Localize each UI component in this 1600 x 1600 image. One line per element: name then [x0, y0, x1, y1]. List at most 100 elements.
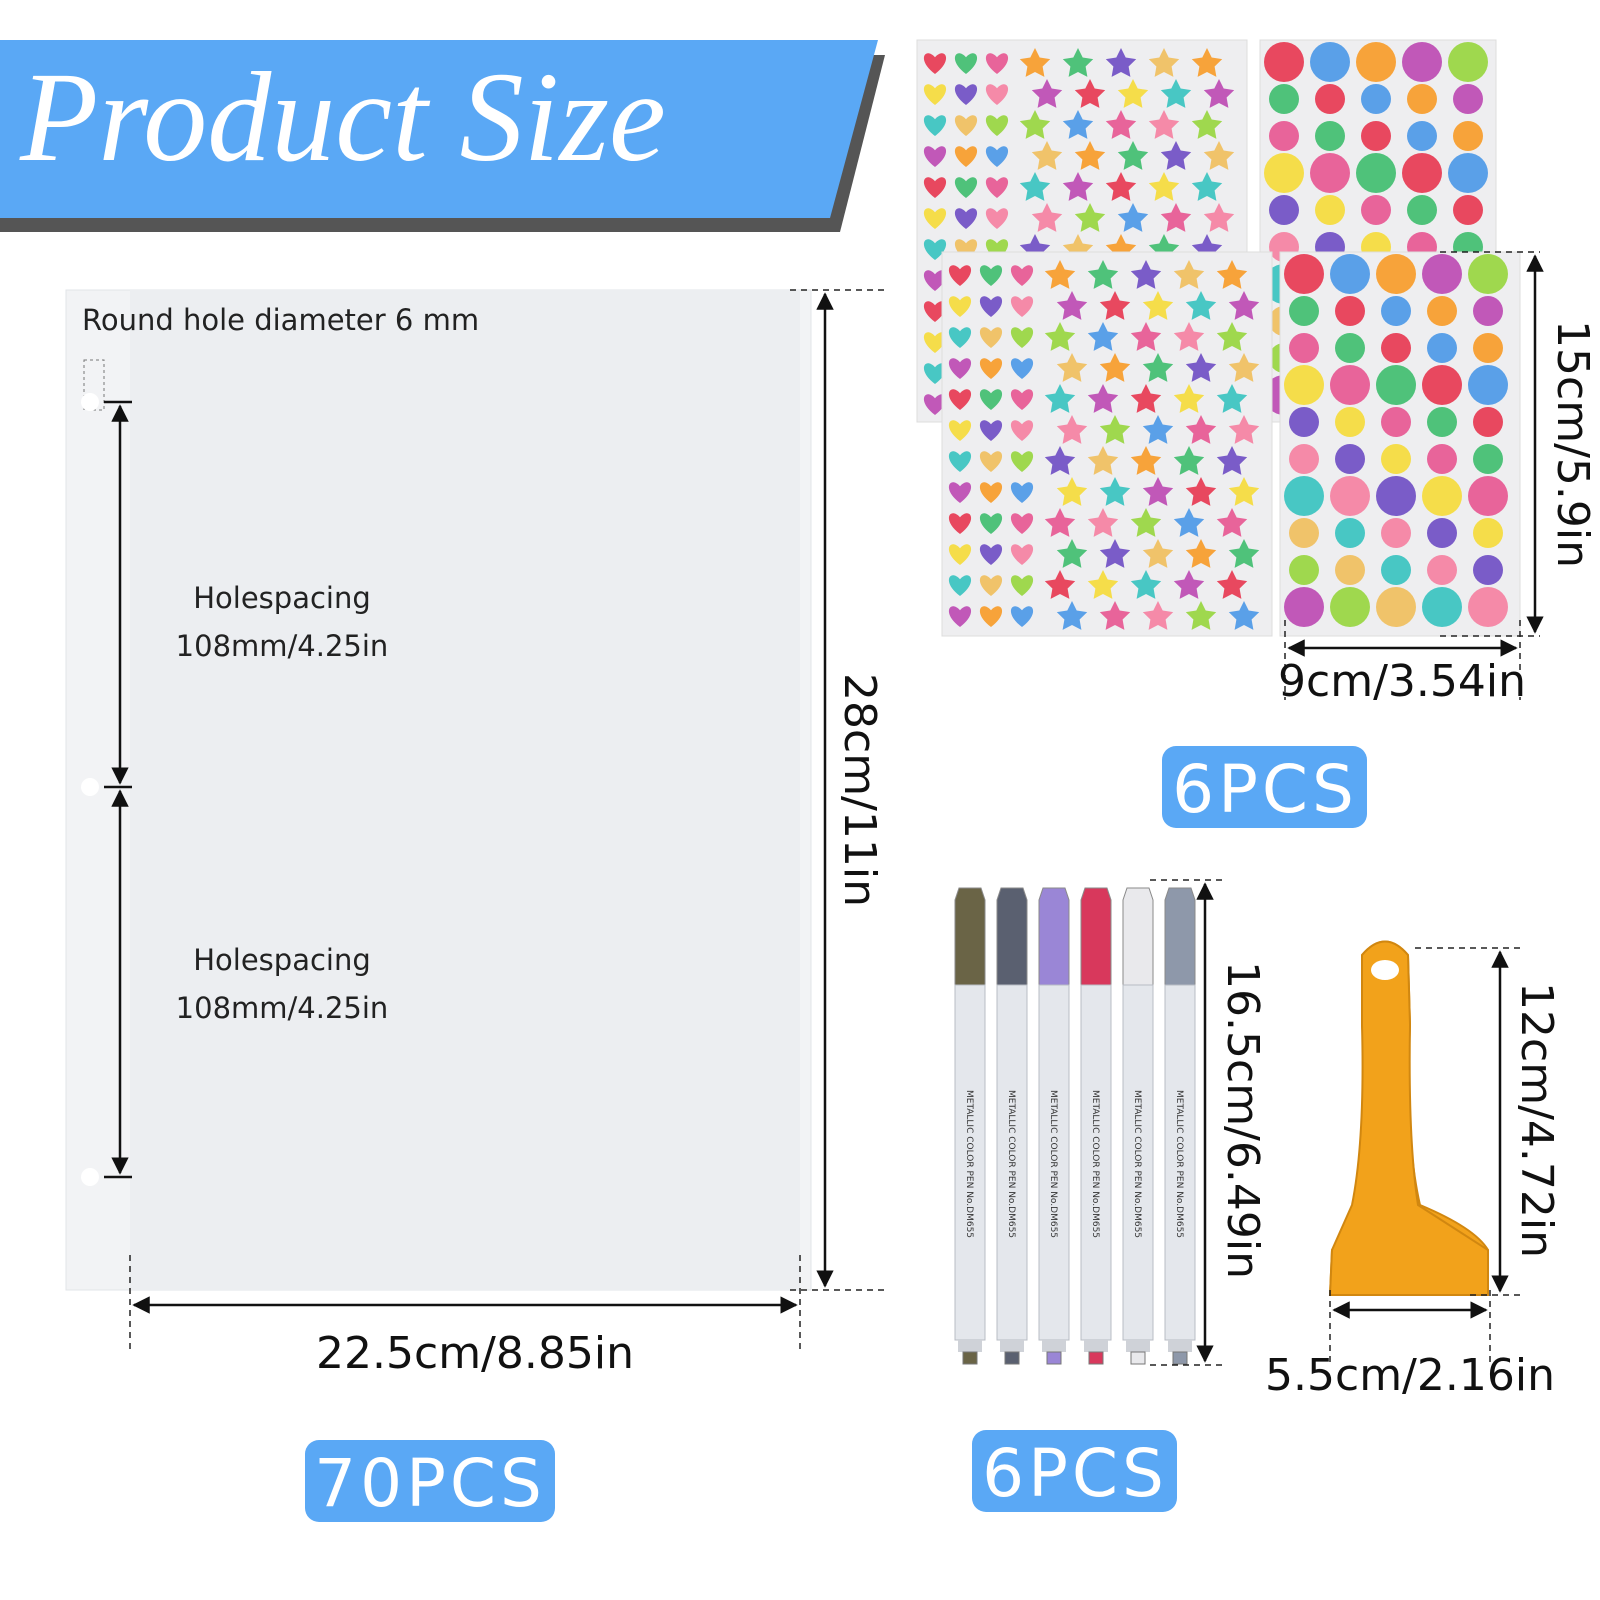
star-sticker [1203, 141, 1235, 170]
star-sticker [1173, 508, 1205, 537]
title: Product Size [19, 46, 666, 188]
spacing-value: 108mm/4.25in [176, 629, 389, 663]
heart-sticker [954, 84, 978, 105]
dot-sticker [1381, 333, 1411, 363]
pen-imprint: METALLIC COLOR PEN No.DM655 [1048, 1090, 1058, 1238]
dot-sticker [1269, 121, 1299, 151]
dot-sticker [1473, 333, 1503, 363]
heart-sticker [979, 420, 1003, 441]
star-sticker [1087, 260, 1119, 289]
spacing-label: Holespacing [193, 581, 371, 615]
dot-sticker [1269, 195, 1299, 225]
heart-sticker [979, 327, 1003, 348]
star-sticker [1099, 601, 1131, 630]
pen-imprint: METALLIC COLOR PEN No.DM655 [1174, 1090, 1184, 1238]
heart-sticker [948, 606, 972, 627]
dot-sticker [1310, 42, 1350, 82]
heart-sticker [1010, 327, 1034, 348]
star-sticker [1087, 570, 1119, 599]
star-sticker [1105, 172, 1137, 201]
heart-sticker [923, 146, 947, 167]
dot-sticker [1422, 365, 1462, 405]
star-sticker [1173, 384, 1205, 413]
heart-sticker [948, 327, 972, 348]
dot-sticker [1453, 121, 1483, 151]
dot-sticker [1335, 444, 1365, 474]
pen-cap [1164, 887, 1196, 986]
dot-sticker [1427, 444, 1457, 474]
dot-sticker [1402, 42, 1442, 82]
star-sticker [1160, 203, 1192, 232]
star-sticker [1216, 508, 1248, 537]
star-sticker [1142, 477, 1174, 506]
heart-sticker [954, 115, 978, 136]
pen-grip [1126, 1340, 1150, 1352]
star-sticker [1130, 446, 1162, 475]
height-label: 28cm/11in [834, 673, 885, 907]
width-label: 9cm/3.54in [1278, 656, 1526, 707]
hole-note: Round hole diameter 6 mm [82, 303, 479, 337]
heart-sticker [1010, 575, 1034, 596]
dot-sticker [1381, 444, 1411, 474]
star-sticker [1074, 141, 1106, 170]
star-sticker [1019, 110, 1051, 139]
heart-sticker [979, 482, 1003, 503]
heart-sticker [923, 208, 947, 229]
pen-body [1038, 984, 1070, 1341]
star-sticker [1099, 477, 1131, 506]
dot-sticker [1422, 254, 1462, 294]
dot-sticker [1448, 42, 1488, 82]
star-sticker [1173, 446, 1205, 475]
heart-sticker [948, 265, 972, 286]
scraper-body [1328, 940, 1489, 1296]
spacing-value: 108mm/4.25in [176, 991, 389, 1025]
heart-sticker [1010, 513, 1034, 534]
heart-sticker [985, 115, 1009, 136]
star-sticker [1130, 508, 1162, 537]
star-sticker [1191, 48, 1223, 77]
dot-sticker [1473, 296, 1503, 326]
dot-sticker [1289, 444, 1319, 474]
pen-cap [1038, 887, 1070, 986]
pen-tip [1130, 1351, 1146, 1365]
star-sticker [1056, 477, 1088, 506]
star-sticker [1142, 353, 1174, 382]
heart-sticker [979, 606, 1003, 627]
star-sticker [1173, 570, 1205, 599]
heart-sticker [979, 544, 1003, 565]
heart-sticker [923, 239, 947, 260]
dot-sticker [1330, 476, 1370, 516]
dot-sticker [1361, 84, 1391, 114]
star-sticker [1087, 322, 1119, 351]
heart-sticker [979, 451, 1003, 472]
banner [0, 40, 878, 218]
star-sticker [1148, 48, 1180, 77]
dot-sticker [1381, 555, 1411, 585]
heart-sticker [923, 115, 947, 136]
dot-sticker [1381, 296, 1411, 326]
pens: METALLIC COLOR PEN No.DM655 METALLIC COLO… [954, 887, 1196, 1365]
star-sticker [1087, 446, 1119, 475]
heart-sticker [1010, 389, 1034, 410]
pen-grip [1168, 1340, 1192, 1352]
star-sticker [1074, 79, 1106, 108]
star-sticker [1099, 539, 1131, 568]
pen-imprint: METALLIC COLOR PEN No.DM655 [1090, 1090, 1100, 1238]
heart-sticker [1010, 358, 1034, 379]
dot-sticker [1335, 518, 1365, 548]
heart-sticker [954, 208, 978, 229]
star-sticker [1117, 141, 1149, 170]
dot-sticker [1473, 444, 1503, 474]
star-sticker [1062, 110, 1094, 139]
star-sticker [1185, 601, 1217, 630]
heart-sticker [979, 389, 1003, 410]
star-sticker [1044, 260, 1076, 289]
dot-sticker [1330, 587, 1370, 627]
pen-imprint: METALLIC COLOR PEN No.DM655 [964, 1090, 974, 1238]
heart-sticker [948, 575, 972, 596]
scraper-hole [1371, 960, 1399, 980]
heart-sticker [954, 177, 978, 198]
heart-sticker [985, 53, 1009, 74]
star-sticker [1074, 203, 1106, 232]
